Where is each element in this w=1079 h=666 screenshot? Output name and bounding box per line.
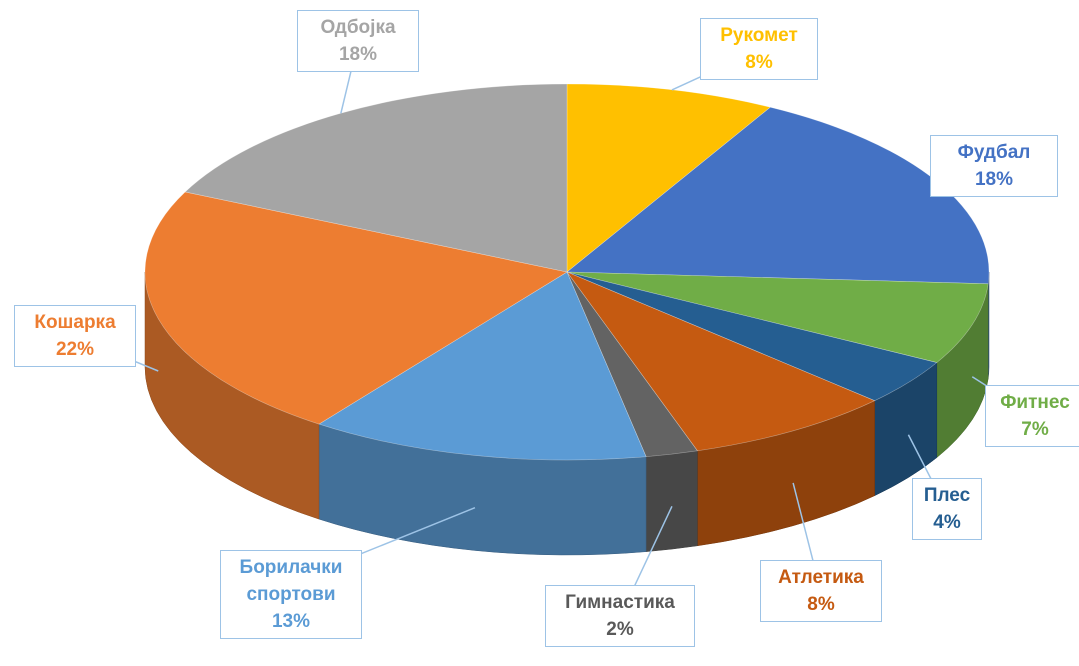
data-label: Одбојка 18% <box>297 10 419 72</box>
label-category: Плес <box>923 485 971 506</box>
label-value: 18% <box>974 169 1014 190</box>
data-label: Фитнес 7% <box>985 385 1079 447</box>
slice <box>566 271 989 363</box>
label-value: 2% <box>606 619 634 640</box>
label-value: 13% <box>271 611 311 632</box>
label-category: Борилачки спортови <box>239 557 343 605</box>
slice-side <box>645 450 698 552</box>
data-label: Атлетика 8% <box>760 560 882 622</box>
label-value: 8% <box>807 594 835 615</box>
label-value: 4% <box>933 512 961 533</box>
slice <box>144 191 568 425</box>
slice <box>318 271 647 461</box>
label-category: Рукомет <box>720 25 798 46</box>
label-category: Атлетика <box>778 567 864 588</box>
data-label: Фудбал 18% <box>930 135 1058 197</box>
slice <box>566 271 698 457</box>
label-value: 7% <box>1021 419 1049 440</box>
data-label: Борилачки спортови 13% <box>220 550 362 639</box>
label-category: Кошарка <box>34 312 116 333</box>
label-value: 18% <box>338 44 378 65</box>
data-label: Кошарка 22% <box>14 305 136 367</box>
label-category: Фитнес <box>1000 392 1070 413</box>
label-value: 22% <box>55 339 95 360</box>
slice <box>566 83 771 273</box>
label-value: 8% <box>745 52 773 73</box>
label-category: Одбојка <box>320 17 396 38</box>
label-category: Фудбал <box>957 142 1031 163</box>
data-label: Плес 4% <box>912 478 982 540</box>
label-category: Гимнастика <box>565 592 675 613</box>
slice <box>566 271 938 402</box>
data-label: Гимнастика 2% <box>545 585 695 647</box>
data-label: Рукомет 8% <box>700 18 818 80</box>
slice <box>566 271 876 452</box>
